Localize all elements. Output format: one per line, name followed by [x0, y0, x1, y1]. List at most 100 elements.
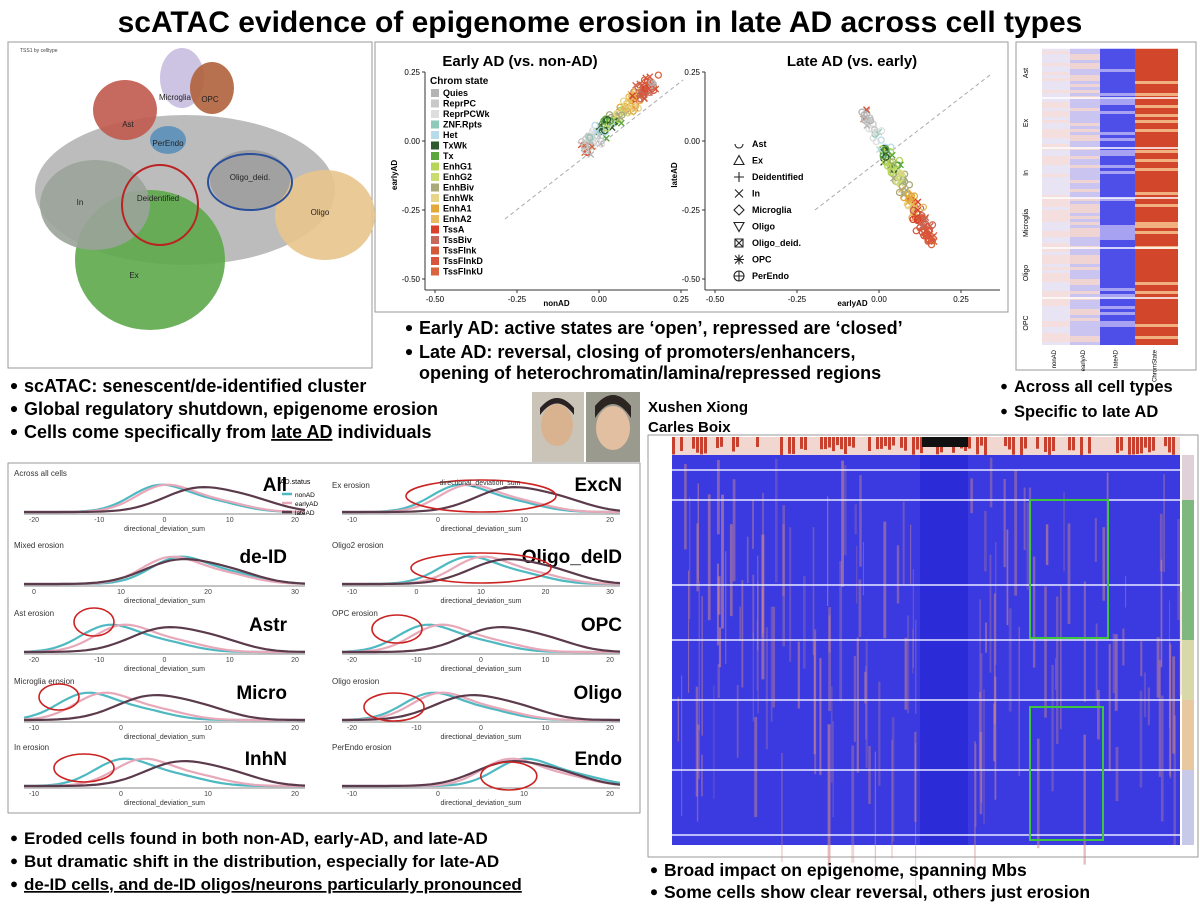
heat-cell — [1135, 258, 1178, 261]
density-curve — [24, 485, 306, 514]
point — [896, 174, 905, 183]
heat-cell — [1100, 168, 1135, 171]
top-bar-mark — [1128, 437, 1131, 455]
heat-streak — [1067, 523, 1071, 625]
heat-cell — [1135, 273, 1178, 276]
point — [883, 162, 892, 170]
heat-cell — [1135, 336, 1178, 339]
x-axis-label: directional_deviation_sum — [441, 526, 522, 533]
heat-streak — [859, 475, 862, 567]
heat-streak — [696, 724, 699, 822]
heat-cell — [1042, 144, 1070, 147]
point — [654, 71, 663, 79]
panel-subtitle: Ast erosion — [14, 609, 54, 618]
heat-streak — [770, 606, 773, 722]
panel-subtitle: Ex erosion — [332, 481, 370, 490]
point — [877, 127, 886, 135]
heat-cell — [1042, 300, 1070, 303]
heat-streak — [915, 743, 917, 893]
heat-cell — [1100, 234, 1135, 237]
x-tick-label: -0.50 — [706, 295, 725, 304]
heat-streak — [904, 637, 908, 710]
heat-cell — [1100, 72, 1135, 75]
note-text: Global regulatory shutdown, epigenome er… — [24, 399, 438, 419]
heat-streak — [741, 580, 744, 688]
tick-label: 20 — [542, 589, 550, 596]
heat-cell — [1042, 255, 1070, 258]
top-bar-mark — [1172, 437, 1175, 455]
heat-cell — [1135, 225, 1178, 228]
heat-cell — [1135, 264, 1178, 267]
heat-cell — [1070, 288, 1100, 291]
heat-cell — [1135, 156, 1178, 159]
legend-label: EnhG1 — [443, 162, 472, 172]
heat-streak — [717, 576, 721, 615]
top-bar-mark — [868, 437, 871, 452]
heat-streak — [695, 686, 699, 797]
heat-cell — [1070, 306, 1100, 309]
heat-streak — [701, 596, 703, 736]
point — [652, 85, 660, 93]
legend-swatch — [431, 89, 439, 97]
highlight-circle — [363, 692, 425, 722]
point — [875, 146, 883, 154]
heat-streak — [979, 599, 981, 698]
highlight-circle — [405, 479, 557, 513]
heat-cell — [1042, 312, 1070, 315]
heat-cell — [1100, 123, 1135, 126]
heat-streak — [891, 739, 893, 859]
legend-symbol — [733, 154, 745, 166]
legend-label: OPC — [752, 255, 772, 265]
heat-cell — [1070, 294, 1100, 297]
heat-cell — [1100, 273, 1135, 276]
row-label: OPC — [1023, 315, 1030, 330]
heat-cell — [1042, 84, 1070, 87]
row-annotation — [1182, 770, 1194, 845]
heat-cell — [1042, 159, 1070, 162]
panel-label: Astr — [249, 615, 288, 636]
heat-cell — [1135, 318, 1178, 321]
point — [907, 193, 915, 201]
cluster-label: Oligo — [311, 208, 330, 217]
point — [905, 190, 913, 199]
point — [928, 221, 937, 229]
tick-label: 20 — [291, 657, 299, 664]
x-tick-label: -0.25 — [508, 295, 527, 304]
note-text: Early AD: active states are ‘open’, repr… — [419, 318, 903, 338]
tick-label: 20 — [291, 517, 299, 524]
heat-streak — [688, 570, 690, 693]
heat-cell — [1070, 177, 1100, 180]
heat-cell — [1070, 84, 1100, 87]
tick-label: 10 — [204, 725, 212, 732]
heat-cell — [1135, 75, 1178, 78]
top-bar-mark — [984, 437, 987, 455]
note-text: Across all cell types — [1014, 378, 1173, 396]
bullet — [10, 383, 18, 390]
heat-cell — [1042, 273, 1070, 276]
heat-cell — [1135, 282, 1178, 285]
heat-cell — [1042, 327, 1070, 330]
heat-cell — [1042, 150, 1070, 153]
heat-cell — [1100, 198, 1135, 201]
heat-cell — [1100, 93, 1135, 96]
heat-cell — [1135, 69, 1178, 72]
top-bar-mark — [820, 437, 823, 450]
heat-cell — [1070, 276, 1100, 279]
heat-streak — [839, 561, 843, 702]
top-bar-mark — [980, 437, 983, 446]
heat-cell — [1042, 75, 1070, 78]
heat-cell — [1042, 72, 1070, 75]
heat-cell — [1135, 228, 1178, 231]
heat-cell — [1100, 171, 1135, 174]
panel-label: ExcN — [574, 475, 622, 496]
top-bar-mark — [836, 437, 839, 446]
tick-label: 20 — [204, 589, 212, 596]
heat-cell — [1070, 240, 1100, 243]
heat-cell — [1100, 339, 1135, 342]
panel-subtitle: Mixed erosion — [14, 541, 64, 550]
face — [596, 406, 630, 450]
heat-cell — [1070, 339, 1100, 342]
top-bar-mark — [1052, 437, 1055, 452]
column-label: nonAD — [1052, 349, 1058, 368]
heat-cell — [1100, 159, 1135, 162]
